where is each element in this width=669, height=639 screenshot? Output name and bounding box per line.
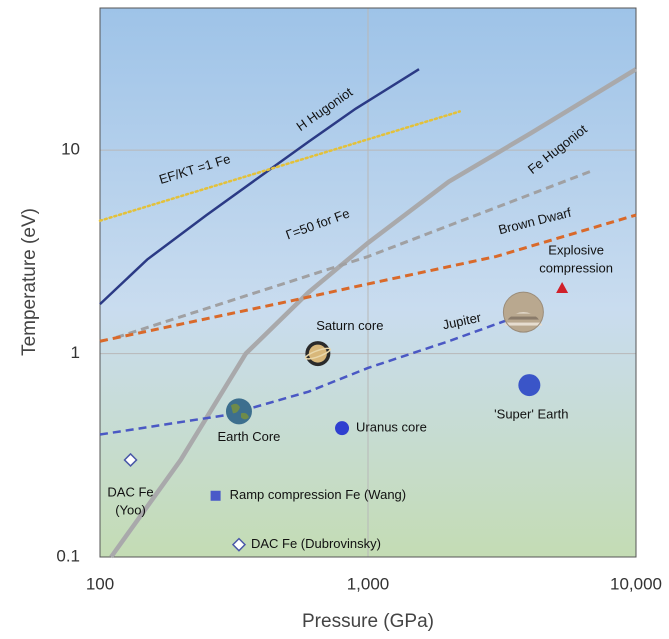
- marker-part: [230, 403, 249, 420]
- marker-part: [225, 398, 252, 425]
- x-axis-label: Pressure (GPa): [302, 611, 434, 632]
- marker-part: [123, 452, 138, 468]
- y-tick-label: 0.1: [56, 546, 80, 565]
- point-marker: [210, 490, 221, 501]
- point-label: 'Super' Earth: [494, 407, 568, 422]
- x-tick-label: 1,000: [347, 574, 390, 593]
- x-tick-label: 100: [86, 574, 114, 593]
- point-label: Saturn core: [316, 318, 383, 333]
- series-line: [98, 110, 462, 222]
- point-marker: [304, 341, 331, 367]
- point-marker: [556, 282, 569, 294]
- series-line: [99, 68, 420, 306]
- marker-part: [503, 323, 543, 326]
- point-label: DAC Fe: [107, 484, 153, 499]
- plot-border: [99, 7, 637, 558]
- point-label: DAC Fe (Dubrovinsky): [251, 536, 381, 551]
- y-tick-label: 1: [71, 343, 80, 362]
- y-axis-label: Temperature (eV): [19, 208, 40, 356]
- marker-part: [556, 282, 569, 294]
- series-line: [99, 316, 515, 436]
- point-label: Uranus core: [356, 420, 427, 435]
- point-label: Ramp compression Fe (Wang): [230, 487, 407, 502]
- point-marker: [231, 537, 247, 552]
- point-marker: [502, 291, 544, 333]
- marker-part: [304, 347, 331, 360]
- point-marker: [123, 452, 138, 468]
- marker-part: [503, 311, 543, 314]
- marker-part: [503, 317, 543, 320]
- y-tick-label: 10: [61, 140, 80, 159]
- point-label: (Yoo): [115, 502, 146, 517]
- x-tick-label: 10,000: [610, 574, 662, 593]
- point-label: Earth Core: [218, 429, 281, 444]
- marker-part: [231, 537, 247, 552]
- point-label: Explosive: [548, 242, 604, 257]
- point-label: compression: [539, 260, 613, 275]
- series-line: [99, 213, 637, 343]
- series-line: [109, 67, 638, 559]
- marker-part: [210, 490, 221, 501]
- marker-part: [518, 374, 541, 397]
- marker-part: [335, 421, 350, 436]
- point-marker: [335, 421, 350, 436]
- point-marker: [518, 374, 541, 397]
- point-marker: [225, 398, 252, 425]
- marker-part: [502, 291, 544, 333]
- series-line: [115, 168, 596, 339]
